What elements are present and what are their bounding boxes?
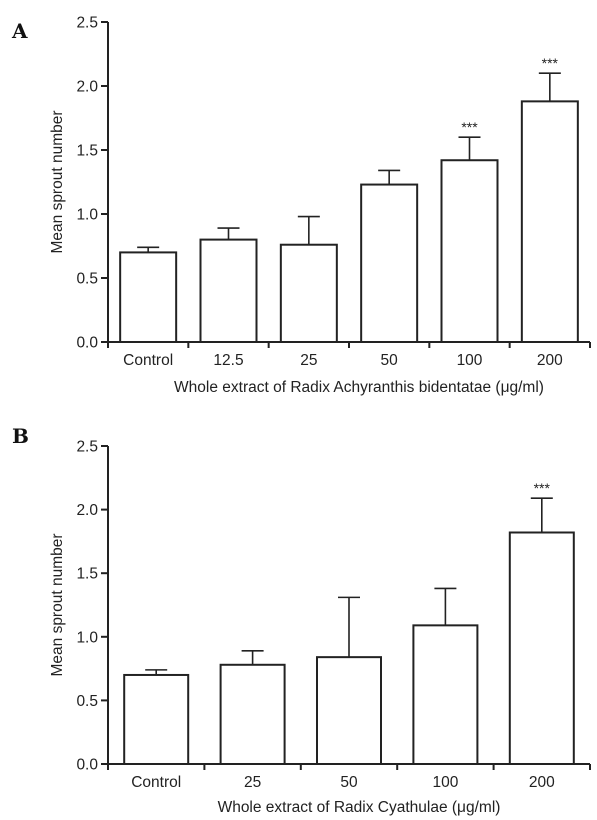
y-tick-label: 1.0 [76,629,98,646]
panel-letter-b: B [12,424,29,448]
x-category-label: 100 [432,774,458,791]
y-tick-label: 2.5 [76,15,98,32]
y-axis-title: Mean sprout number [49,533,66,676]
x-category-label: Control [123,352,173,369]
bar-200 [520,100,579,343]
bar-control [119,251,178,343]
x-axis-title: Whole extract of Radix Cyathulae (μg/ml) [218,799,501,816]
y-tick-label: 0.0 [76,757,98,774]
panel-letter-a: A [11,19,28,43]
x-category-label: 50 [381,352,399,369]
y-tick-label: 2.5 [76,439,98,456]
y-axis-title: Mean sprout number [49,110,66,253]
y-tick-label: 1.0 [76,207,98,224]
x-category-label: 200 [537,352,563,369]
bar-100 [440,159,499,343]
significance-label: *** [461,119,478,135]
x-category-label: 200 [529,774,555,791]
y-tick-label: 2.0 [76,502,98,519]
panel-b-chart: 0.0 0.5 1.0 1.5 2.0 2.5 Control 25 50 100 *** 200 Wh… [49,439,591,816]
y-tick-label: 0.5 [76,693,98,710]
significance-label: *** [534,480,551,496]
y-tick-label: 1.5 [76,566,98,583]
bar-control [123,673,190,766]
bar-50 [360,183,419,343]
bar-25 [219,663,286,765]
y-tick-label: 0.5 [76,271,98,288]
y-tick-label: 1.5 [76,143,98,160]
bar-50 [316,656,382,765]
bar-12-5 [199,238,258,344]
bar-200 [508,531,575,765]
y-tick-label: 0.0 [76,335,98,352]
x-category-label: 25 [300,352,317,369]
bar-25 [279,243,338,343]
x-axis-title: Whole extract of Radix Achyranthis biden… [174,379,544,396]
panel-a-chart: 0.0 0.5 1.0 1.5 2.0 2.5 Control 12.5 25 50 *** 100 *… [49,15,591,396]
x-category-label: 12.5 [213,352,243,369]
x-category-label: 50 [340,774,358,791]
bar-100 [412,624,479,765]
significance-label: *** [542,55,559,71]
y-tick-label: 2.0 [76,79,98,96]
x-category-label: 100 [457,352,483,369]
x-category-label: 25 [244,774,261,791]
x-category-label: Control [131,774,181,791]
